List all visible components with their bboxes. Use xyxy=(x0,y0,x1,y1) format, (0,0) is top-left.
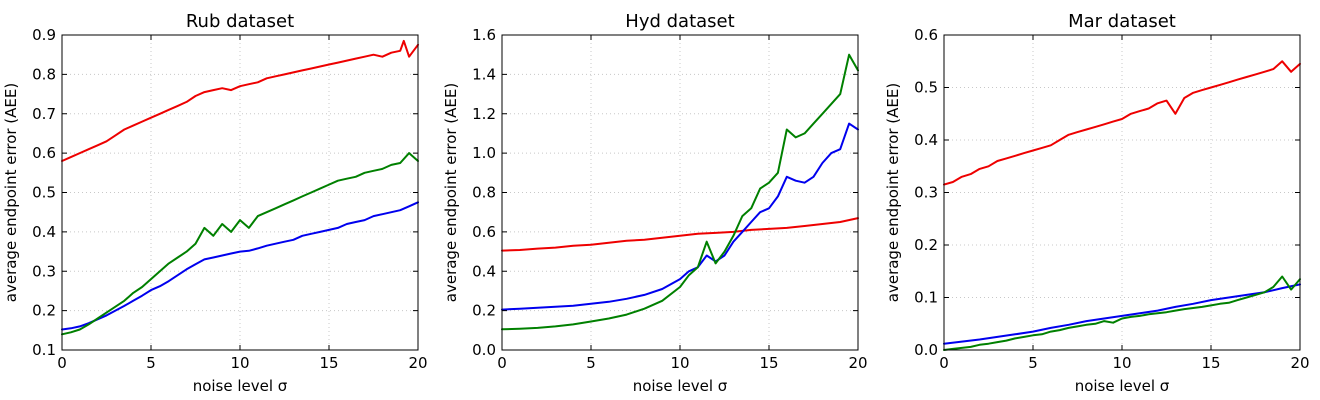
x-tick-label: 5 xyxy=(1028,354,1038,372)
chart-title: Rub dataset xyxy=(186,11,294,32)
y-tick-label: 0.6 xyxy=(472,223,496,241)
series-line-3 xyxy=(943,275,1301,351)
x-tick-label: 0 xyxy=(497,354,507,372)
y-tick-label: 1.0 xyxy=(472,144,496,162)
x-tick-label: 10 xyxy=(230,354,249,372)
chart-panel-3: 0 5 10 15 20 0.0 0.1 0.2 0.3 0.4 0.5 0.6 Mar dataset… xyxy=(884,11,1310,395)
y-tick-label: 0.2 xyxy=(472,302,496,320)
series-line-3 xyxy=(61,152,419,336)
y-tick-label: 0.0 xyxy=(914,341,938,359)
x-tick-label: 5 xyxy=(146,354,156,372)
series-line-1 xyxy=(61,39,419,162)
y-axis-label: average endpoint error (AEE) xyxy=(884,83,902,302)
y-tick-label: 1.4 xyxy=(472,65,496,83)
y-tick-label: 0.7 xyxy=(32,105,56,123)
y-tick-label: 0.6 xyxy=(914,26,938,44)
x-tick-label: 10 xyxy=(670,354,689,372)
x-tick-label: 0 xyxy=(57,354,67,372)
chart-title: Hyd dataset xyxy=(625,11,734,32)
plot-frame xyxy=(61,34,419,351)
y-tick-label: 0.0 xyxy=(472,341,496,359)
x-tick-label: 5 xyxy=(586,354,596,372)
series-line-2 xyxy=(501,122,859,311)
x-tick-label: 15 xyxy=(759,354,778,372)
y-tick-label: 0.5 xyxy=(914,79,938,97)
plot-frame xyxy=(501,34,859,351)
series-line-1 xyxy=(501,217,859,252)
x-tick-label: 15 xyxy=(319,354,338,372)
chart-panel-2: 0 5 10 15 20 0.0 0.2 0.4 0.6 0.8 1.0 1.2 1.4 1.6 Hyd d… xyxy=(442,11,868,395)
x-axis-label: noise level σ xyxy=(193,377,288,395)
chart-panel-1: 0 5 10 15 20 0.1 0.2 0.3 0.4 0.5 0.6 0.7 0.8 0.9 Rub d… xyxy=(2,11,428,395)
y-tick-label: 0.2 xyxy=(914,236,938,254)
x-tick-label: 20 xyxy=(1290,354,1309,372)
x-tick-label: 10 xyxy=(1112,354,1131,372)
y-tick-label: 0.1 xyxy=(914,289,938,307)
x-axis-label: noise level σ xyxy=(1075,377,1170,395)
y-tick-label: 0.2 xyxy=(32,302,56,320)
series-line-2 xyxy=(943,283,1301,345)
x-axis-label: noise level σ xyxy=(633,377,728,395)
y-tick-label: 0.4 xyxy=(472,262,496,280)
y-tick-label: 0.3 xyxy=(32,262,56,280)
y-axis-label: average endpoint error (AEE) xyxy=(2,83,20,302)
y-tick-label: 0.8 xyxy=(472,184,496,202)
y-tick-label: 0.6 xyxy=(32,144,56,162)
x-tick-label: 15 xyxy=(1201,354,1220,372)
series-line-3 xyxy=(501,53,859,331)
y-tick-label: 0.3 xyxy=(914,184,938,202)
y-tick-label: 0.8 xyxy=(32,65,56,83)
y-tick-label: 0.4 xyxy=(32,223,56,241)
series-line-1 xyxy=(943,60,1301,186)
series-line-2 xyxy=(61,201,419,331)
y-tick-label: 1.6 xyxy=(472,26,496,44)
y-tick-label: 1.2 xyxy=(472,105,496,123)
x-tick-label: 20 xyxy=(408,354,427,372)
y-tick-label: 0.4 xyxy=(914,131,938,149)
y-axis-label: average endpoint error (AEE) xyxy=(442,83,460,302)
x-tick-label: 20 xyxy=(848,354,867,372)
y-tick-label: 0.5 xyxy=(32,184,56,202)
y-tick-label: 0.1 xyxy=(32,341,56,359)
x-tick-label: 0 xyxy=(939,354,949,372)
y-tick-label: 0.9 xyxy=(32,26,56,44)
chart-title: Mar dataset xyxy=(1068,11,1176,32)
plot-frame xyxy=(943,34,1301,351)
